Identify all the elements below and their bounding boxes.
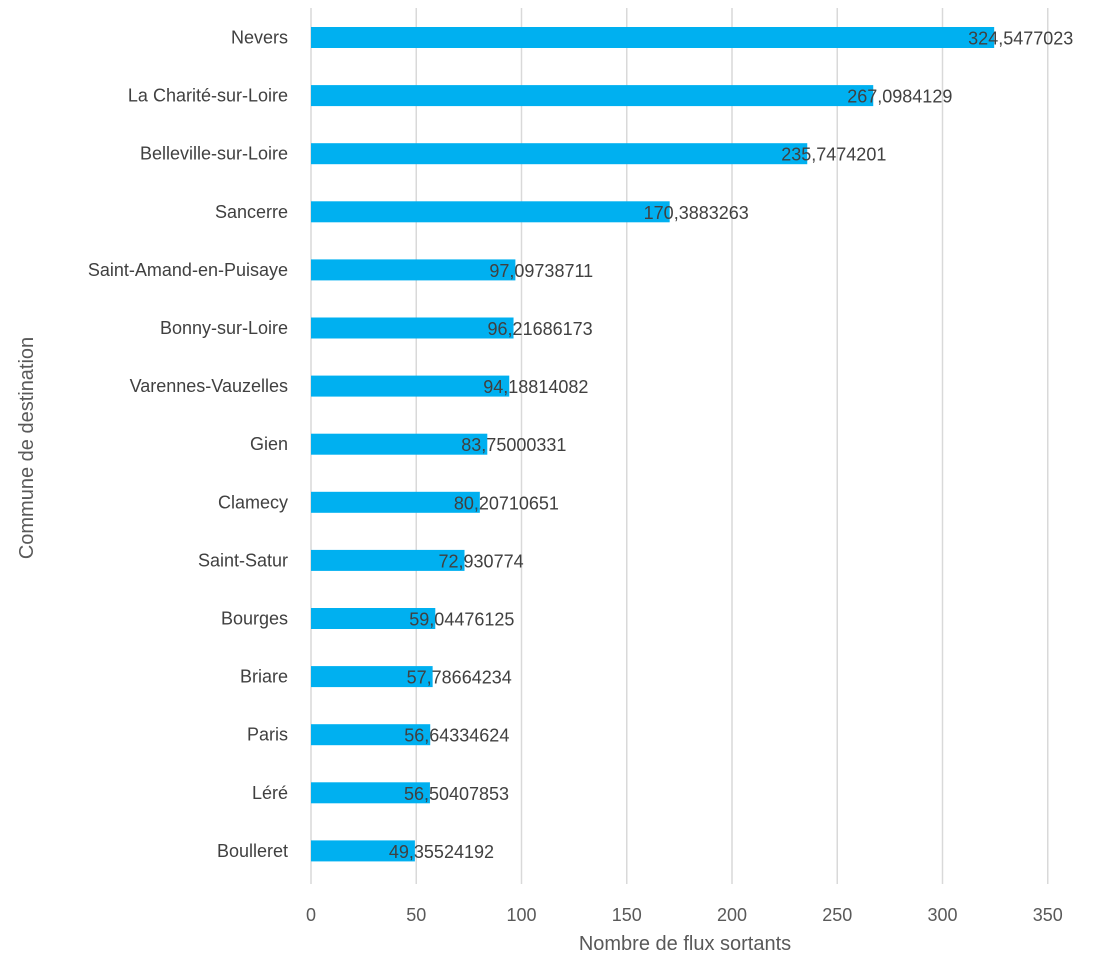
bar-0 [311, 27, 995, 48]
bar-10 [311, 608, 436, 629]
data-label: 83,75000331 [461, 435, 566, 455]
data-label: 267,0984129 [847, 87, 952, 107]
category-label: Paris [247, 725, 288, 745]
y-axis-title: Commune de destination [16, 337, 38, 559]
data-label: 324,5477023 [968, 29, 1073, 49]
bar-5 [311, 317, 514, 339]
category-label: La Charité-sur-Loire [128, 86, 288, 106]
bar-11 [311, 666, 433, 688]
x-tick-label: 150 [612, 905, 642, 925]
bar-7 [311, 433, 488, 455]
bar-2 [311, 143, 808, 165]
category-label: Varennes-Vauzelles [130, 376, 288, 396]
labels: 0 50 100 150 200 250 300 350 Nevers 324,5477023 La… [88, 28, 1073, 926]
bar-8 [311, 491, 480, 513]
data-label: 57,78664234 [407, 668, 512, 688]
category-label: Briare [240, 667, 288, 687]
category-label: Saint-Satur [198, 550, 288, 570]
category-label: Saint-Amand-en-Puisaye [88, 260, 288, 280]
bar-14 [311, 840, 415, 862]
category-label: Bourges [221, 609, 288, 629]
category-label: Belleville-sur-Loire [140, 144, 288, 164]
data-label: 94,18814082 [483, 377, 588, 397]
bars [311, 27, 995, 862]
x-tick-label: 250 [822, 905, 852, 925]
category-label: Léré [252, 783, 288, 803]
data-label: 72,930774 [439, 551, 524, 571]
bar-3 [311, 201, 670, 223]
category-label: Bonny-sur-Loire [160, 318, 288, 338]
data-label: 56,50407853 [404, 784, 509, 804]
bar-13 [311, 782, 430, 804]
bar-6 [311, 375, 510, 397]
data-label: 59,04476125 [409, 610, 514, 630]
data-label: 80,20710651 [454, 493, 559, 513]
data-label: 97,09738711 [489, 261, 593, 281]
data-label: 49,35524192 [389, 842, 494, 862]
category-label: Boulleret [217, 841, 288, 861]
bar-4 [311, 259, 516, 281]
bar-12 [311, 724, 431, 746]
x-tick-label: 200 [717, 905, 747, 925]
x-axis-title: Nombre de flux sortants [579, 933, 791, 955]
x-tick-label: 350 [1033, 905, 1063, 925]
bar-9 [311, 549, 465, 571]
category-label: Sancerre [215, 202, 288, 222]
category-label: Gien [250, 434, 288, 454]
x-tick-label: 50 [406, 905, 426, 925]
category-label: Clamecy [218, 492, 288, 512]
x-tick-label: 0 [306, 905, 316, 925]
x-tick-label: 300 [927, 905, 957, 925]
data-label: 56,64334624 [404, 726, 509, 746]
data-label: 170,3883263 [644, 203, 749, 223]
data-label: 235,7474201 [781, 145, 886, 165]
category-label: Nevers [231, 28, 288, 48]
bar-1 [311, 85, 874, 107]
x-tick-label: 100 [506, 905, 536, 925]
data-label: 96,21686173 [488, 319, 593, 339]
